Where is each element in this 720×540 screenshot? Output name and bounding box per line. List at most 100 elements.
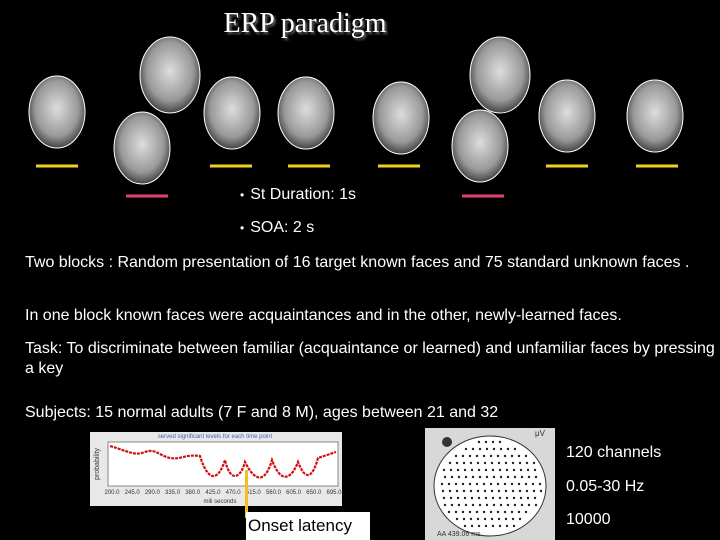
paragraph: In one block known faces were acquaintan…: [25, 307, 622, 324]
paragraph: Subjects: 15 normal adults (7 F and 8 M)…: [25, 404, 499, 421]
electrode: [534, 475, 538, 479]
electrode: [513, 475, 517, 479]
electrode: [517, 510, 521, 514]
electrode: [456, 496, 460, 500]
electrode: [524, 454, 528, 458]
electrode: [518, 489, 522, 493]
electrode: [443, 475, 447, 479]
electrode: [510, 510, 514, 514]
electrode: [518, 517, 522, 521]
plot-y-label: probability: [94, 448, 101, 480]
electrode: [477, 468, 481, 472]
electrode: [478, 475, 482, 479]
electrode: [463, 524, 467, 528]
electrode: [448, 489, 452, 493]
electrode: [504, 517, 508, 521]
electrode: [469, 461, 473, 465]
electrode: [490, 517, 494, 521]
electrode: [513, 503, 517, 507]
electrode: [504, 461, 508, 465]
electrode: [475, 510, 479, 514]
electrode: [484, 440, 488, 444]
electrode: [512, 496, 516, 500]
electrode: [447, 482, 451, 486]
onset-marker: [245, 470, 248, 518]
electrode: [531, 482, 535, 486]
electrode: [471, 503, 475, 507]
electrode: [468, 482, 472, 486]
electrode: [485, 475, 489, 479]
electrode: [485, 447, 489, 451]
electrode: [506, 447, 510, 451]
paragraph: Task: To discriminate between familiar (…: [25, 340, 715, 377]
electrode: [440, 482, 444, 486]
plot-x-tick: 470.0: [226, 490, 242, 496]
electrode: [511, 461, 515, 465]
electrode: [461, 454, 465, 458]
electrode: [462, 461, 466, 465]
electrode: [518, 461, 522, 465]
electrode: [496, 482, 500, 486]
electrode: [477, 440, 481, 444]
electrode: [491, 468, 495, 472]
electrode: [533, 496, 537, 500]
plot-x-tick: 290.0: [145, 490, 161, 496]
electrode: [498, 440, 502, 444]
electrode: [441, 489, 445, 493]
electrode: [512, 524, 516, 528]
electrode: [519, 468, 523, 472]
electrode: [498, 524, 502, 528]
electrode: [448, 461, 452, 465]
electrode: [499, 503, 503, 507]
electrode: [503, 510, 507, 514]
electrode: [517, 454, 521, 458]
electrode: [442, 468, 446, 472]
electrode: [532, 461, 536, 465]
electrode: [489, 454, 493, 458]
electrode: [510, 454, 514, 458]
electrode: [533, 468, 537, 472]
electrode: [478, 503, 482, 507]
electrode: [491, 524, 495, 528]
electrode: [477, 496, 481, 500]
electrode: [534, 503, 538, 507]
electrode: [471, 475, 475, 479]
electrode: [503, 482, 507, 486]
electrode: [490, 489, 494, 493]
plot-title: served significant levels for each time …: [158, 434, 273, 440]
electrode: [496, 454, 500, 458]
electrode: [511, 517, 515, 521]
electrode: [525, 461, 529, 465]
electrode: [450, 475, 454, 479]
electrode: [498, 496, 502, 500]
electrode: [485, 503, 489, 507]
electrode: [449, 468, 453, 472]
electrode: [450, 503, 454, 507]
electrode: [538, 482, 542, 486]
title: ERP paradigm: [223, 8, 387, 39]
electrode: [512, 468, 516, 472]
electrode: [457, 475, 461, 479]
electrode: [464, 503, 468, 507]
electrode: [510, 482, 514, 486]
electrode: [517, 482, 521, 486]
electrode: [496, 510, 500, 514]
electrode: [471, 447, 475, 451]
electrode: [469, 517, 473, 521]
electrode: [497, 489, 501, 493]
electrode: [447, 510, 451, 514]
electrode: [457, 503, 461, 507]
electrode: [491, 496, 495, 500]
electrode: [503, 454, 507, 458]
electrode: [505, 524, 509, 528]
significance-plot: served significant levels for each time …: [90, 432, 342, 506]
head-map: μV AA 439.06 ms: [425, 428, 555, 540]
electrode: [476, 489, 480, 493]
electrode: [532, 489, 536, 493]
electrode: [456, 468, 460, 472]
faces: [28, 36, 684, 198]
electrode: [504, 489, 508, 493]
plot-x-tick: 650.0: [306, 490, 322, 496]
electrode: [470, 496, 474, 500]
